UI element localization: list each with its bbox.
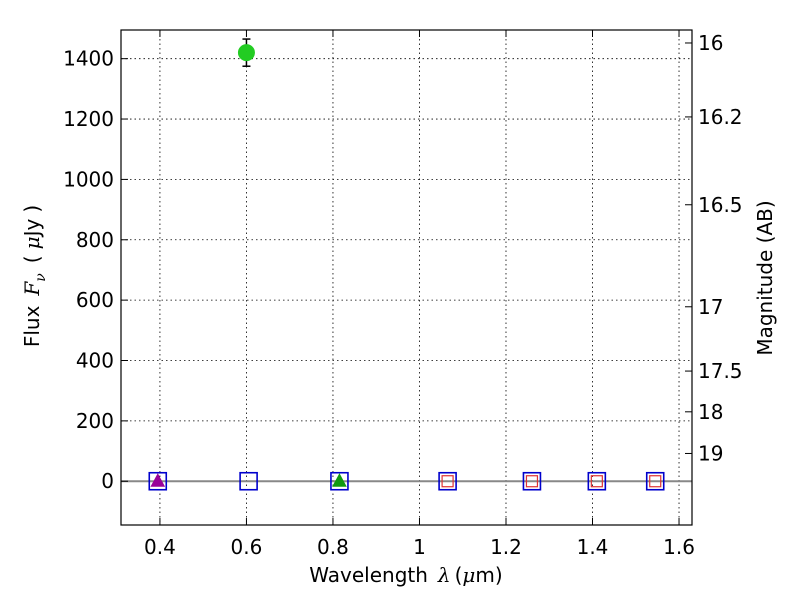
x-tick-label: 1.6	[663, 535, 695, 559]
data-marks	[148, 38, 665, 491]
y-tick-label: 800	[76, 228, 114, 252]
data-point-square-small	[525, 475, 539, 488]
y2-tick-label: 16	[698, 31, 723, 55]
y2-tick-label: 17	[698, 295, 723, 319]
y2-tick-label: 16.2	[698, 105, 743, 129]
data-point-square	[587, 471, 607, 491]
y-tick-label: 200	[76, 409, 114, 433]
y2-tick-label: 18	[698, 400, 723, 424]
plot-frame	[120, 29, 693, 526]
x-tick-label: 0.8	[317, 535, 349, 559]
y2-tick-label: 19	[698, 441, 723, 465]
data-point-square	[645, 471, 665, 491]
y-tick-label: 400	[76, 349, 114, 373]
y-tick-label: 1400	[63, 47, 114, 71]
data-point-square-small	[441, 475, 454, 488]
data-point-square-small	[649, 475, 662, 488]
data-point-triangle	[332, 473, 347, 487]
x-tick-label: 1.2	[490, 535, 522, 559]
y-tick-label: 600	[76, 288, 114, 312]
y2-tick-label: 16.5	[698, 193, 743, 217]
x-axis-label: Wavelength λ (μm)	[309, 563, 502, 587]
data-point-square	[330, 471, 349, 491]
x-tick-label: 0.6	[231, 535, 263, 559]
data-point-square	[148, 471, 168, 491]
x-ticks: 0.4 0.6 0.8 1 1.2 1.4 1.6	[144, 30, 695, 559]
data-point-square	[438, 471, 457, 491]
y-tick-label: 1200	[63, 107, 114, 131]
y-tick-label: 0	[101, 469, 114, 493]
data-point-square	[239, 471, 258, 491]
data-point-square-small	[590, 475, 603, 488]
y2-ticks: 16 16.2 16.5 17 17.5 18 19	[685, 31, 743, 465]
y2-tick-label: 17.5	[698, 359, 743, 383]
y-axis-label: FluxFν(μJy)	[20, 205, 49, 347]
y-tick-label: 1000	[63, 167, 114, 191]
grid-lines	[121, 30, 692, 525]
data-point-triangle	[150, 473, 166, 487]
x-tick-label: 1	[413, 535, 426, 559]
data-point-square	[522, 471, 542, 491]
x-tick-label: 0.4	[144, 535, 176, 559]
y-ticks: 0 200 400 600 800 1000 1200 1400	[63, 47, 128, 493]
x-tick-label: 1.4	[577, 535, 609, 559]
y2-axis-label: Magnitude (AB)	[753, 200, 777, 355]
data-point-circle	[237, 44, 255, 62]
